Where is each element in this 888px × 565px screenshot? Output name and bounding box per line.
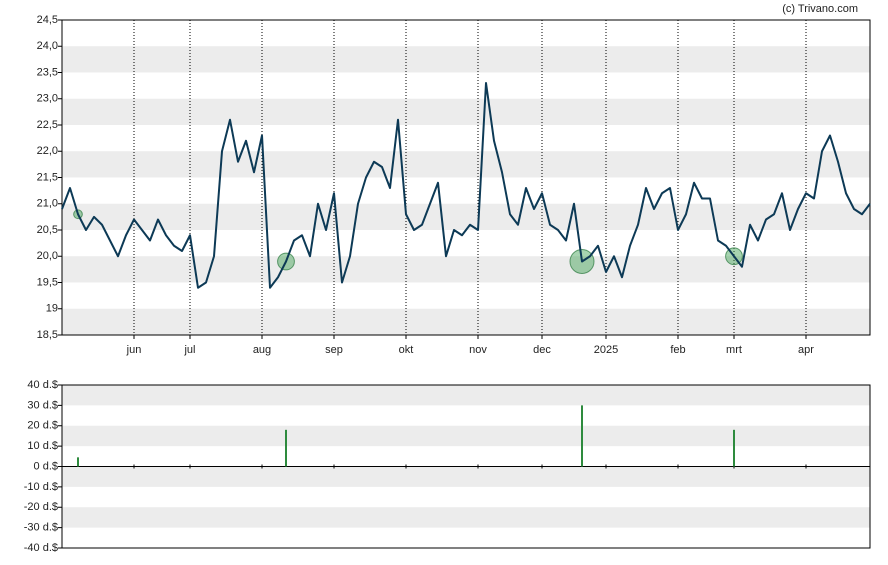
- y-tick-label: 30 d.$: [27, 399, 58, 411]
- x-tick-label: mrt: [726, 344, 742, 356]
- y-tick-label: 22,5: [37, 119, 58, 131]
- y-tick-label: 23,0: [37, 93, 58, 105]
- band: [62, 46, 870, 73]
- y-tick-label: 20 d.$: [27, 420, 58, 432]
- y-tick-label: 23,5: [37, 66, 58, 78]
- x-tick-label: jul: [183, 344, 195, 356]
- y-tick-label: 40 d.$: [27, 379, 58, 391]
- x-tick-label: 2025: [594, 344, 618, 356]
- band: [62, 385, 870, 406]
- plot-frame: [61, 19, 871, 336]
- band: [62, 151, 870, 178]
- y-tick-label: -20 d.$: [24, 501, 58, 513]
- y-tick-label: -10 d.$: [24, 481, 58, 493]
- y-tick-label: 21,0: [37, 198, 58, 210]
- y-tick-label: 0 d.$: [34, 460, 58, 472]
- y-tick-label: 18,5: [37, 329, 58, 341]
- y-tick-label: 20,0: [37, 250, 58, 262]
- x-tick-label: sep: [325, 344, 343, 356]
- y-tick-label: 24,5: [37, 14, 58, 26]
- band: [62, 98, 870, 125]
- y-tick-label: -40 d.$: [24, 542, 58, 554]
- y-tick-label: 19,5: [37, 276, 58, 288]
- price-line: [61, 82, 871, 289]
- y-tick-label: 19: [46, 303, 58, 315]
- band: [62, 203, 870, 230]
- x-tick-label: nov: [469, 344, 487, 356]
- y-tick-label: -30 d.$: [24, 522, 58, 534]
- y-tick-label: 20,5: [37, 224, 58, 236]
- y-tick-label: 24,0: [37, 40, 58, 52]
- y-tick-label: 10 d.$: [27, 440, 58, 452]
- band: [62, 425, 870, 447]
- band: [62, 256, 870, 283]
- y-tick-label: 21,5: [37, 171, 58, 183]
- x-tick-label: feb: [670, 344, 685, 356]
- band: [62, 466, 870, 487]
- x-tick-label: apr: [798, 344, 814, 356]
- credit: (c) Trivano.com: [782, 3, 858, 15]
- x-tick-label: dec: [533, 344, 551, 356]
- band: [62, 308, 870, 335]
- y-tick-label: 22,0: [37, 145, 58, 157]
- x-tick-label: jun: [126, 344, 142, 356]
- x-tick-label: aug: [253, 344, 271, 356]
- x-tick-label: okt: [399, 344, 414, 356]
- band: [62, 507, 870, 528]
